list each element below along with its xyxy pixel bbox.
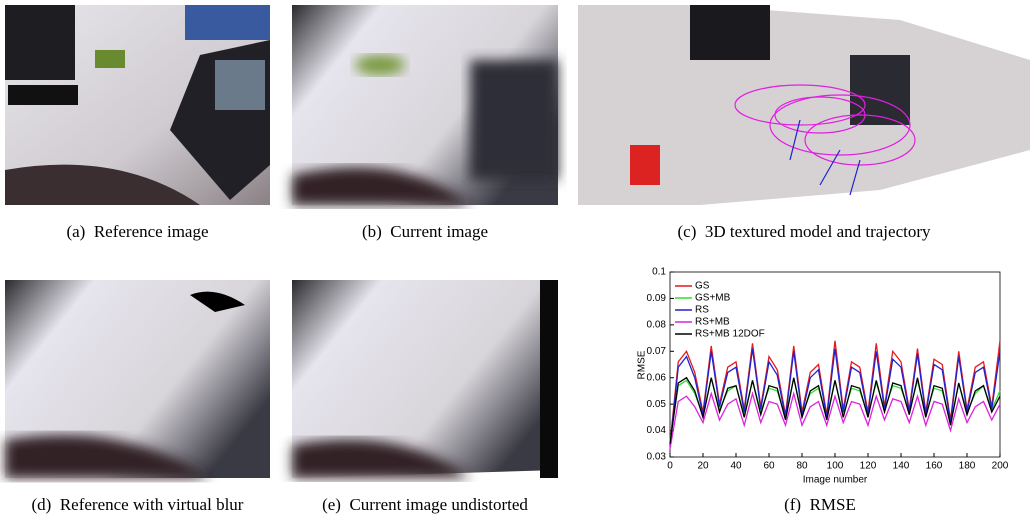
- y-tick-label: 0.03: [647, 452, 667, 463]
- x-tick-label: 0: [667, 461, 673, 472]
- x-tick-label: 200: [992, 461, 1009, 472]
- x-tick-label: 80: [796, 461, 808, 472]
- x-tick-label: 100: [827, 461, 844, 472]
- legend-label: GS: [695, 281, 710, 292]
- legend-label: GS+MB: [695, 293, 731, 304]
- caption: (c) 3D textured model and trajectory: [677, 222, 931, 241]
- caption: (d) Reference with virtual blur: [31, 495, 244, 514]
- y-axis-label: RMSE: [637, 350, 648, 379]
- y-tick-label: 0.06: [647, 372, 667, 383]
- image-b: [292, 5, 558, 205]
- x-tick-label: 40: [730, 461, 742, 472]
- y-tick-label: 0.08: [647, 319, 667, 330]
- x-tick-label: 120: [860, 461, 877, 472]
- image-c: [578, 5, 1030, 205]
- caption: (f) RMSE: [784, 495, 856, 514]
- x-tick-label: 180: [959, 461, 976, 472]
- y-tick-label: 0.05: [647, 399, 667, 410]
- image-e: [292, 280, 558, 478]
- image-d: [5, 280, 270, 478]
- x-tick-label: 20: [697, 461, 709, 472]
- x-tick-label: 160: [926, 461, 943, 472]
- y-tick-label: 0.1: [652, 267, 666, 278]
- caption: (e) Current image undistorted: [322, 495, 528, 514]
- caption: (a) Reference image: [66, 222, 209, 241]
- series-line: [669, 340, 1001, 444]
- rmse-chart: RMSE Image number 0.03 0.04 0.05 0.06 0.07 0.…: [637, 267, 1009, 486]
- series-line: [669, 376, 1001, 444]
- y-tick-label: 0.07: [647, 346, 667, 357]
- x-axis-label: Image number: [803, 475, 868, 486]
- y-tick-label: 0.09: [647, 293, 667, 304]
- series-line: [669, 348, 1001, 447]
- legend-label: RS+MB: [695, 317, 730, 328]
- legend-label: RS+MB 12DOF: [695, 329, 765, 340]
- x-tick-label: 140: [893, 461, 910, 472]
- caption: (b) Current image: [361, 222, 489, 241]
- legend-label: RS: [695, 305, 709, 316]
- series-line: [669, 390, 1001, 450]
- x-tick-label: 60: [763, 461, 775, 472]
- image-a: [5, 5, 270, 205]
- y-tick-label: 0.04: [647, 425, 667, 436]
